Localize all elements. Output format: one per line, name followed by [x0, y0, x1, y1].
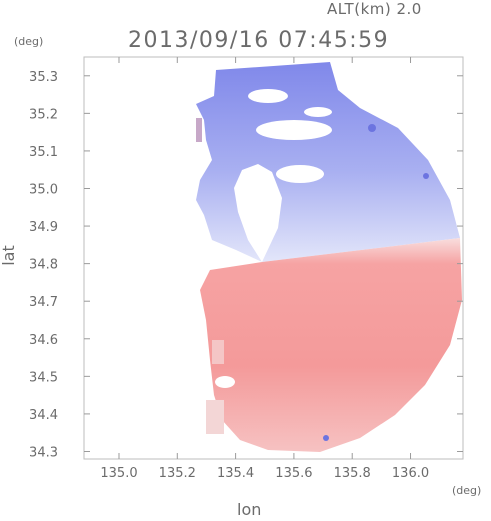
echo-gap [248, 89, 288, 103]
x-tick-label: 135.8 [334, 466, 371, 481]
y-tick-label: 34.6 [29, 333, 58, 348]
x-tick-label: 135.0 [100, 466, 137, 481]
x-axis-unit: (deg) [452, 484, 482, 497]
y-tick-label: 34.3 [29, 445, 58, 460]
y-tick-label: 34.7 [29, 295, 58, 310]
y-axis-ticks: 34.3 34.4 34.5 34.6 34.7 34.8 34.9 35.0 35.1 35.2… [29, 70, 463, 460]
datetime-title: 2013/09/16 07:45:59 [128, 28, 390, 53]
echo-gap [276, 165, 324, 183]
x-tick-label: 135.2 [159, 466, 196, 481]
clutter-patch [212, 340, 224, 364]
x-axis-ticks: 135.0 135.2 135.4 135.6 135.8 136.0 [100, 57, 429, 481]
north-echo-region [196, 62, 460, 262]
south-echo-region [200, 238, 462, 452]
clutter-patch [196, 118, 202, 142]
plot-frame [83, 56, 464, 460]
x-tick-label: 136.0 [392, 466, 429, 481]
clutter-patch [323, 435, 329, 441]
radar-field [196, 62, 462, 452]
y-tick-label: 35.3 [29, 70, 58, 85]
y-tick-label: 34.8 [29, 258, 58, 273]
y-tick-label: 35.2 [29, 107, 58, 122]
y-axis-unit: (deg) [14, 35, 44, 48]
y-tick-label: 35.1 [29, 145, 58, 160]
x-tick-label: 135.4 [217, 466, 254, 481]
clutter-patch [368, 124, 376, 132]
clutter-patch [206, 400, 224, 434]
echo-gap [304, 107, 332, 117]
y-tick-label: 34.9 [29, 220, 58, 235]
echo-gap [234, 164, 282, 262]
clutter-patch [423, 173, 429, 179]
echo-gap [215, 376, 235, 388]
y-tick-label: 34.5 [29, 370, 58, 385]
echo-gap [256, 120, 332, 140]
y-tick-label: 34.4 [29, 408, 58, 423]
x-axis-label: lon [237, 500, 262, 519]
y-tick-label: 35.0 [29, 182, 58, 197]
altitude-label: ALT(km) 2.0 [327, 0, 422, 18]
x-tick-label: 135.6 [275, 466, 312, 481]
